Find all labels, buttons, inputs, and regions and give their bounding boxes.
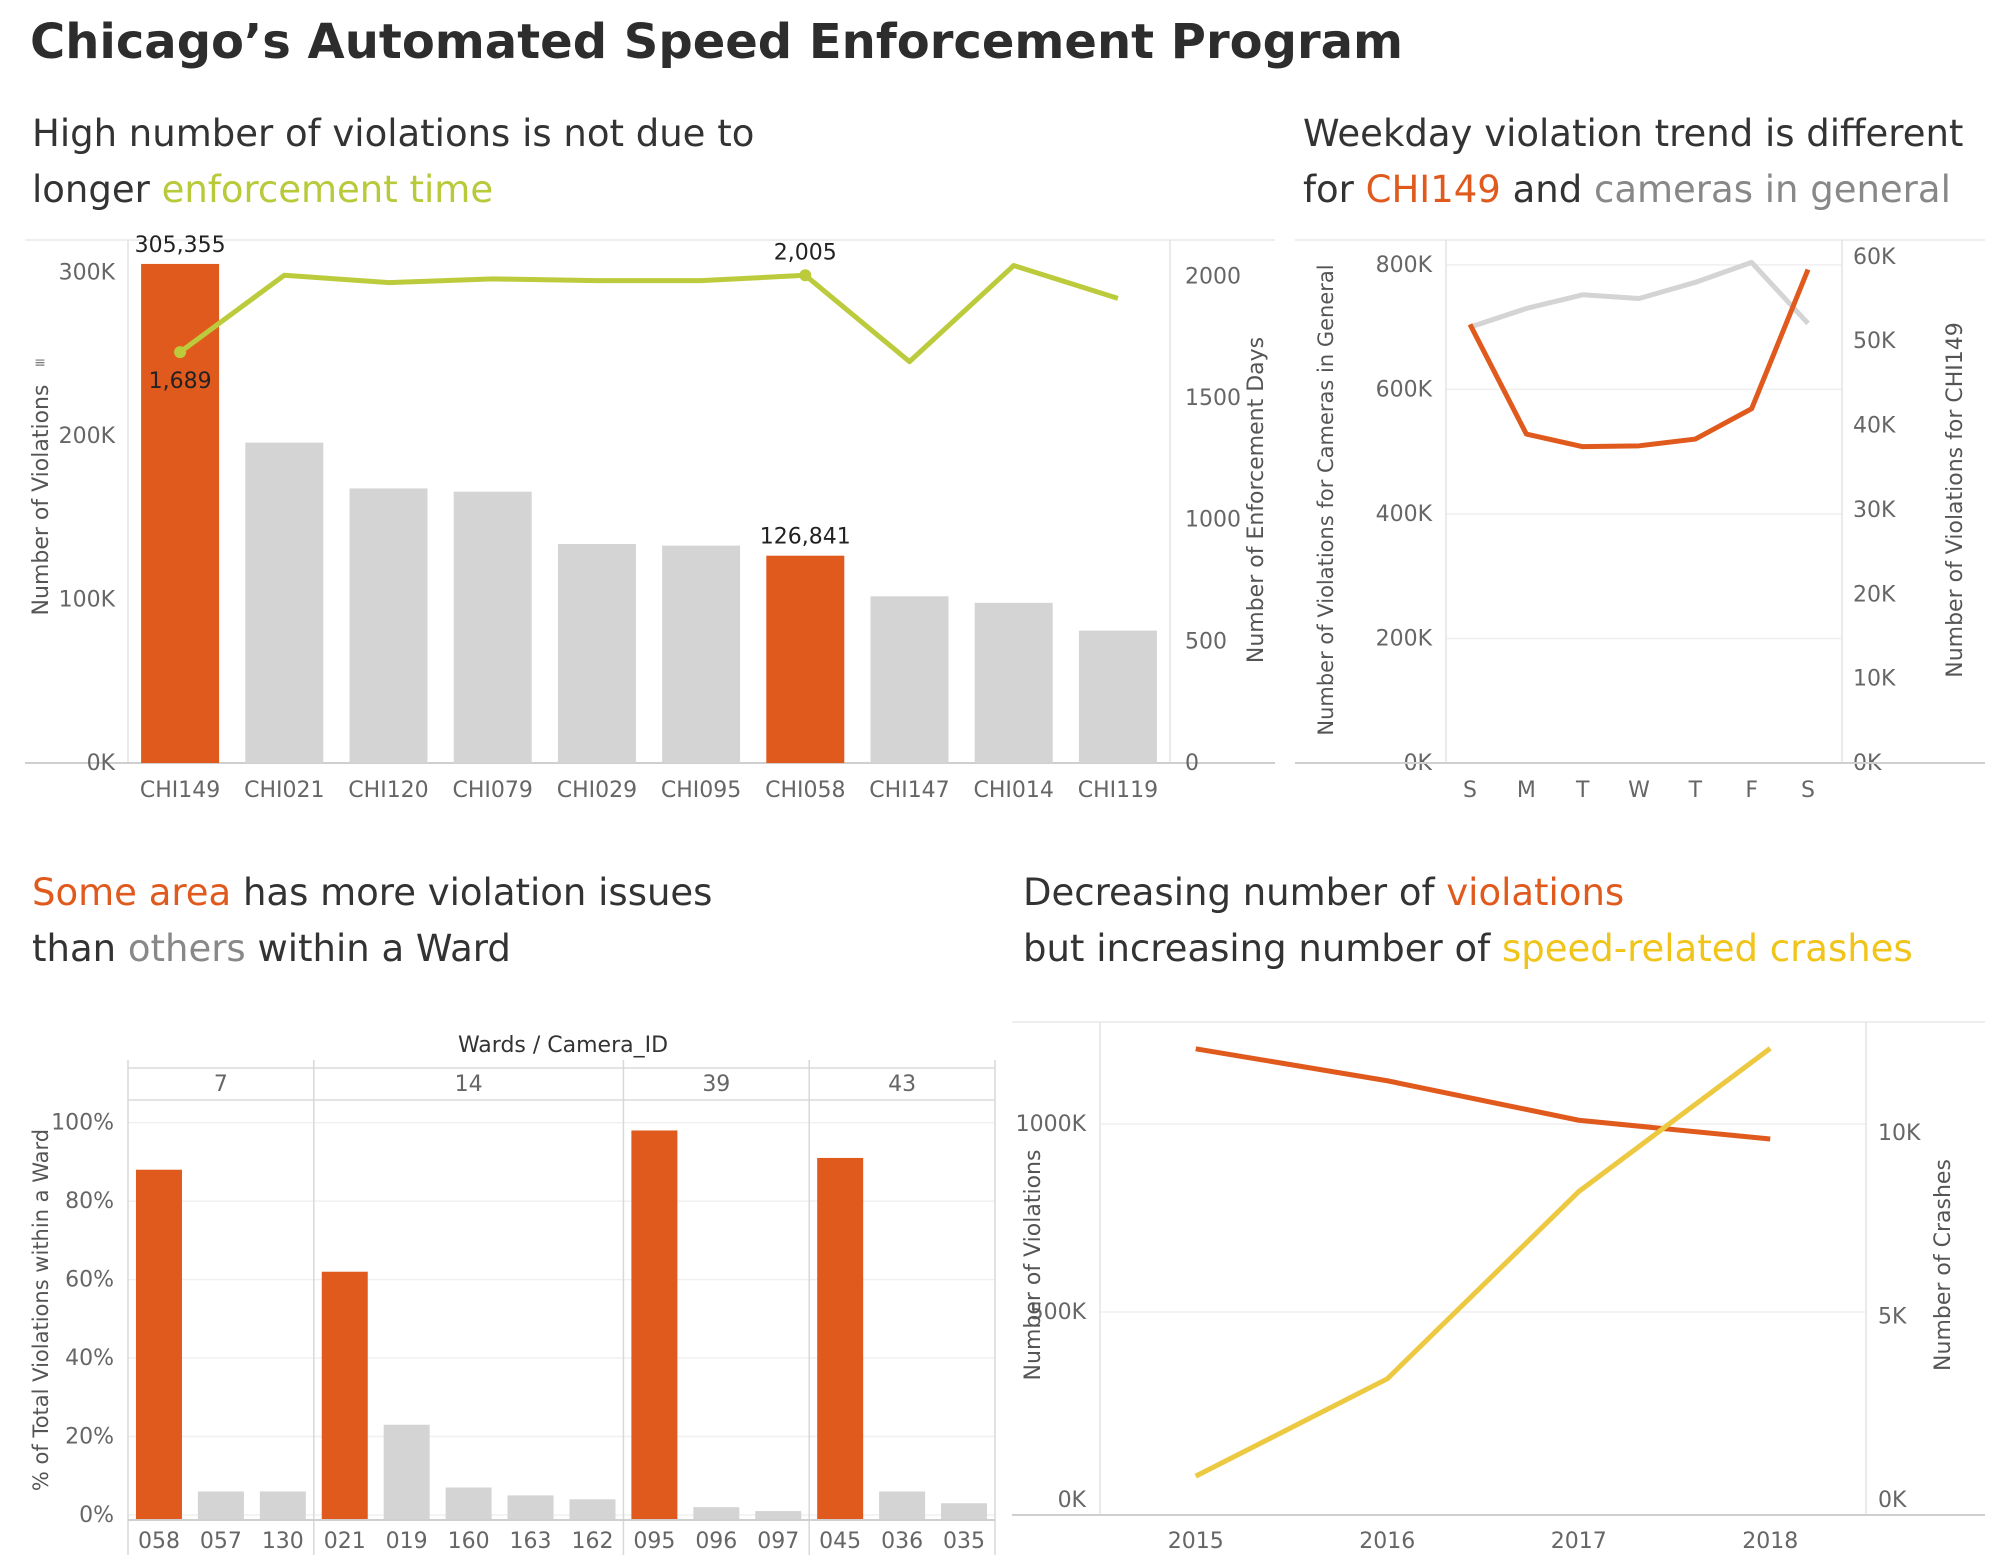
title-segment: Some area xyxy=(32,871,232,914)
bar-data-label: 305,355 xyxy=(135,233,226,258)
y2-tick-label: 0 xyxy=(1185,751,1199,776)
panel-title-violations-by-camera: High number of violations is not due to l… xyxy=(32,106,754,218)
line-point xyxy=(799,269,812,282)
title-segment: Decreasing number of xyxy=(1023,871,1447,914)
y-tick-label: 0K xyxy=(87,751,116,776)
bar xyxy=(662,545,741,763)
x-tick-label: CHI079 xyxy=(453,778,533,803)
y-axis-title: Number of Violations xyxy=(29,385,54,616)
bar xyxy=(141,263,220,763)
title-line: Weekday violation trend is different xyxy=(1303,106,1963,162)
bar xyxy=(557,543,636,763)
title-segment: Weekday violation trend is different xyxy=(1303,112,1964,155)
enforcement-days-line xyxy=(178,263,1119,365)
y2-tick-label: 1000 xyxy=(1185,508,1241,533)
x-tick-label: CHI095 xyxy=(661,778,741,803)
y-tick-label: 200K xyxy=(59,424,116,449)
title-segment: CHI149 xyxy=(1365,168,1501,211)
x-tick-label: CHI058 xyxy=(765,778,845,803)
panel-title-yearly-trend: Decreasing number of violations but incre… xyxy=(1023,865,1913,977)
y-tick-label: 300K xyxy=(59,261,116,286)
title-line: High number of violations is not due to xyxy=(32,106,754,162)
title-segment: others xyxy=(127,927,246,970)
title-line: than others within a Ward xyxy=(32,921,712,977)
title-segment: for xyxy=(1303,168,1366,211)
x-tick-label: CHI149 xyxy=(140,778,220,803)
x-tick-label: CHI120 xyxy=(348,778,428,803)
title-line: longer enforcement time xyxy=(32,162,754,218)
x-tick-label: CHI021 xyxy=(244,778,324,803)
title-line: but increasing number of speed-related c… xyxy=(1023,921,1913,977)
x-tick-label: CHI147 xyxy=(869,778,949,803)
title-segment: than xyxy=(32,927,128,970)
title-segment: High number of violations is not due to xyxy=(32,112,755,155)
title-segment: violations xyxy=(1446,871,1625,914)
title-segment: enforcement time xyxy=(161,168,494,211)
line-point xyxy=(174,346,187,359)
y2-tick-label: 1500 xyxy=(1185,386,1241,411)
bar xyxy=(453,491,532,763)
bar-data-label: 126,841 xyxy=(760,525,851,550)
bar xyxy=(349,488,428,763)
title-line: Decreasing number of violations xyxy=(1023,865,1913,921)
title-segment: has more violation issues xyxy=(231,871,713,914)
title-segment: and xyxy=(1500,168,1594,211)
y-tick-label: 100K xyxy=(59,588,116,613)
panel-title-weekday-trend: Weekday violation trend is different for … xyxy=(1303,106,1963,218)
bar xyxy=(870,596,949,763)
x-tick-label: CHI029 xyxy=(557,778,637,803)
x-tick-label: CHI014 xyxy=(974,778,1054,803)
bar xyxy=(766,555,845,763)
y2-tick-label: 500 xyxy=(1185,629,1227,654)
title-line: Some area has more violation issues xyxy=(32,865,712,921)
title-segment: longer xyxy=(32,168,162,211)
panel-title-ward-share: Some area has more violation issues than … xyxy=(32,865,712,977)
x-tick-label: CHI119 xyxy=(1078,778,1158,803)
title-segment: but increasing number of xyxy=(1023,927,1502,970)
y2-axis-title: Number of Enforcement Days xyxy=(1244,337,1269,663)
title-segment: speed-related crashes xyxy=(1501,927,1913,970)
title-line: for CHI149 and cameras in general xyxy=(1303,162,1963,218)
dashboard-title: Chicago’s Automated Speed Enforcement Pr… xyxy=(30,14,1404,70)
line-data-label: 2,005 xyxy=(774,240,837,265)
line-data-label: 1,689 xyxy=(149,369,212,394)
bar xyxy=(974,602,1053,763)
bar xyxy=(245,442,324,763)
title-segment: cameras in general xyxy=(1593,168,1951,211)
y2-tick-label: 2000 xyxy=(1185,264,1241,289)
title-segment: within a Ward xyxy=(245,927,511,970)
sort-icon: ≡ xyxy=(34,355,46,371)
bar xyxy=(1078,630,1157,763)
